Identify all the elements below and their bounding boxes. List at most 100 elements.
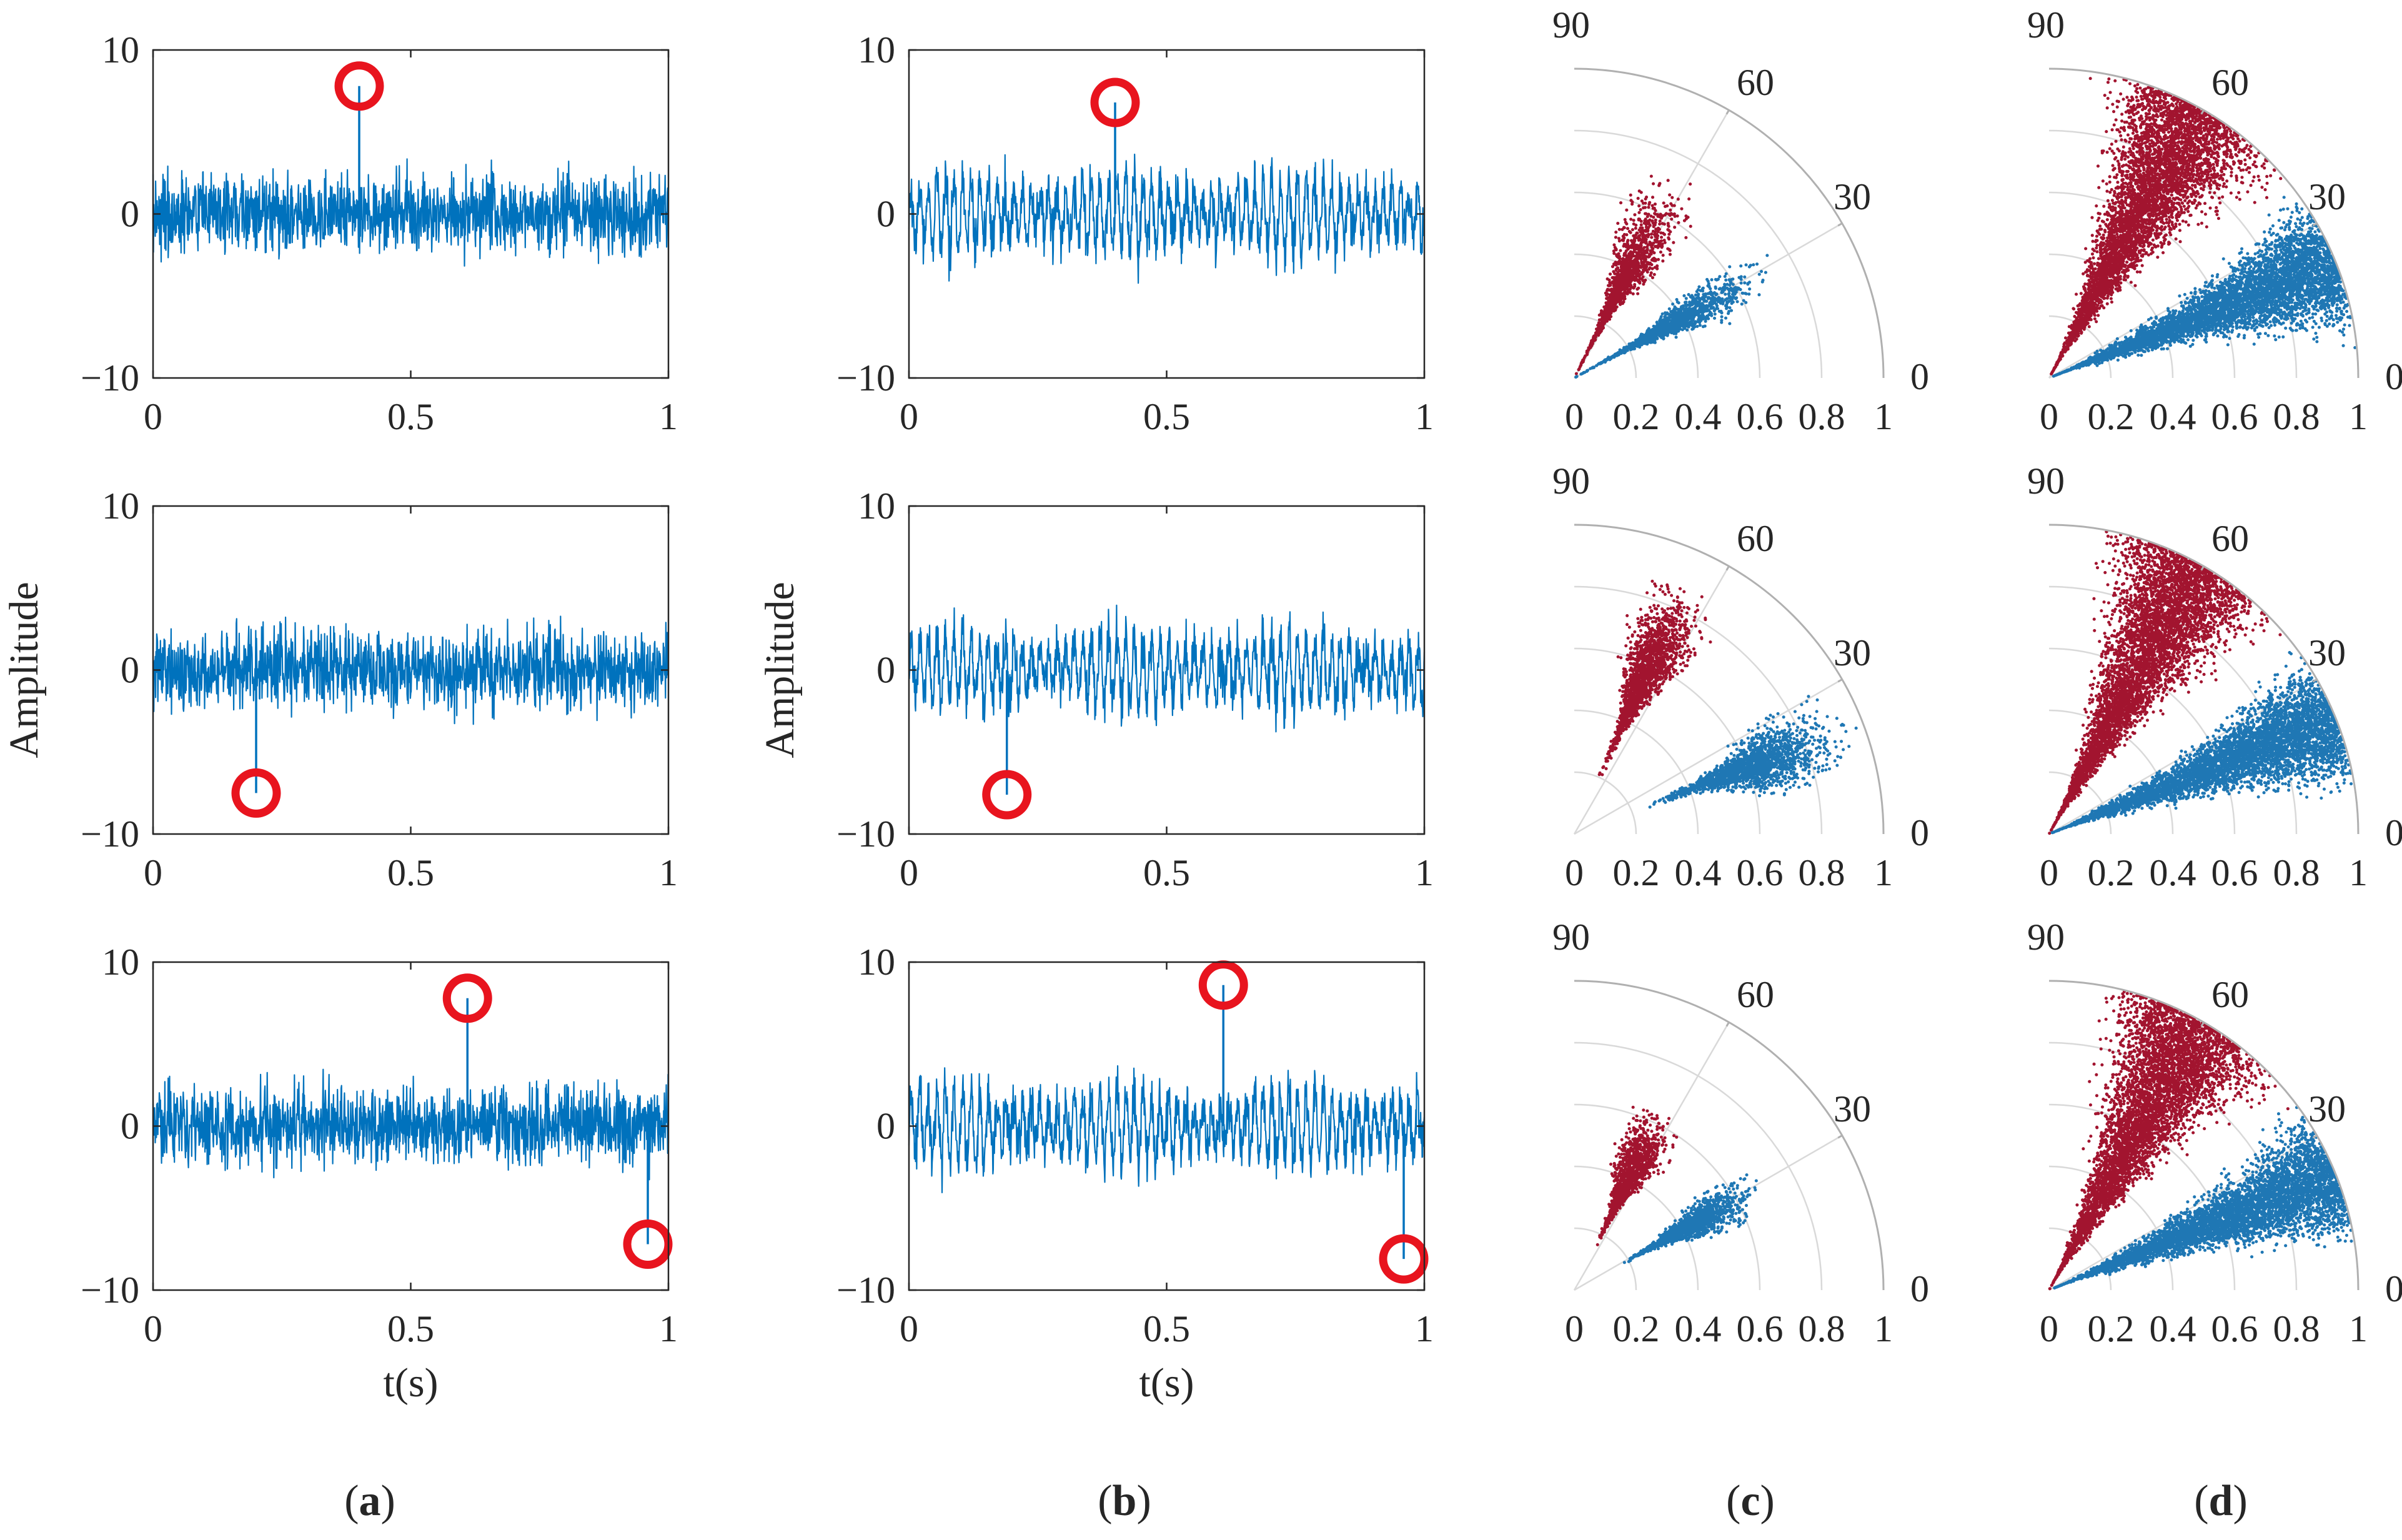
x-tick-label: 1 xyxy=(659,1308,678,1349)
r-tick-label: 0.2 xyxy=(1613,1308,1660,1349)
y-tick-label: 0 xyxy=(121,650,139,691)
theta-tick-label: 90 xyxy=(1552,917,1590,958)
polar-grid-arc xyxy=(2048,647,2236,835)
impulse-marker xyxy=(442,973,492,1023)
r-tick-label: 0 xyxy=(2040,396,2058,437)
y-tick-label: −10 xyxy=(81,357,139,399)
r-tick-label: 0.6 xyxy=(1737,852,1784,893)
impulse-marker xyxy=(231,768,281,818)
y-tick-label: −10 xyxy=(836,813,895,855)
r-tick-label: 0.8 xyxy=(2273,1308,2320,1349)
polar-grid-arc xyxy=(1574,253,1699,379)
theta-tick-label: 0 xyxy=(1910,1268,1929,1309)
y-axis-label: Amplitude xyxy=(757,582,803,758)
polar-grid-arc xyxy=(2048,709,2174,835)
theta-tick-label: 0 xyxy=(1910,356,1929,397)
theta-tick-label: 30 xyxy=(1834,632,1871,673)
panel-label-a: (a) xyxy=(344,1477,395,1525)
impulse-marker xyxy=(1090,77,1140,127)
theta-tick-label: 60 xyxy=(1737,974,1774,1015)
theta-tick-label: 60 xyxy=(2211,518,2249,559)
theta-tick-label: 90 xyxy=(2027,4,2065,46)
r-tick-label: 0.2 xyxy=(2088,396,2135,437)
polar-frame-tick xyxy=(2200,109,2205,115)
scatter-cluster-red xyxy=(2048,990,2290,1291)
r-tick-label: 0.6 xyxy=(2211,396,2258,437)
polar-grid-arc xyxy=(2048,585,2298,835)
x-tick-label: 1 xyxy=(659,396,678,437)
theta-tick-label: 60 xyxy=(1737,62,1774,103)
panel-label-d: (d) xyxy=(2194,1477,2248,1525)
x-tick-label: 0 xyxy=(900,852,918,893)
theta-tick-label: 30 xyxy=(2308,1088,2346,1130)
r-tick-label: 1 xyxy=(1874,852,1893,893)
impulse-marker xyxy=(1198,960,1248,1010)
polar-frame-arc xyxy=(1574,67,1885,379)
polar-grid-arc xyxy=(2048,253,2174,379)
r-tick-label: 0 xyxy=(1565,852,1584,893)
x-tick-label: 0.5 xyxy=(1143,1308,1190,1349)
x-tick-label: 0.5 xyxy=(387,396,434,437)
polar-grid-arc xyxy=(2048,191,2236,379)
theta-tick-label: 30 xyxy=(2308,176,2346,217)
theta-tick-label: 0 xyxy=(2385,356,2402,397)
r-tick-label: 0.4 xyxy=(2150,396,2196,437)
r-tick-label: 1 xyxy=(2349,396,2368,437)
signal-trace xyxy=(908,153,1426,284)
y-tick-label: 0 xyxy=(876,1106,895,1147)
r-tick-label: 0.6 xyxy=(2211,1308,2258,1349)
y-axis-label: Amplitude xyxy=(1,582,47,758)
x-tick-label: 1 xyxy=(1415,396,1434,437)
polar-grid-arc xyxy=(1574,1103,1761,1291)
r-tick-label: 0 xyxy=(1565,1308,1584,1349)
y-tick-label: 10 xyxy=(102,941,139,983)
plot-a1: 100−100 0.5 1 xyxy=(81,29,678,437)
polar-frame-tick xyxy=(2312,678,2318,683)
r-tick-label: 0.6 xyxy=(2211,852,2258,893)
polar-grid-arc xyxy=(1574,709,1699,835)
scatter-cluster-blue xyxy=(1648,695,1858,809)
r-tick-label: 1 xyxy=(1874,396,1893,437)
scatter-cluster-red xyxy=(1597,579,1712,777)
x-axis-label: t(s) xyxy=(1139,1360,1194,1406)
y-tick-label: 10 xyxy=(858,941,895,983)
r-tick-label: 0.8 xyxy=(2273,852,2320,893)
y-tick-label: −10 xyxy=(81,1269,139,1311)
y-tick-label: 0 xyxy=(876,194,895,235)
x-axis-label: t(s) xyxy=(384,1360,439,1406)
y-tick-label: 10 xyxy=(102,485,139,527)
signal-trace xyxy=(152,158,670,267)
polar-grid-arc xyxy=(1574,1165,1699,1291)
r-tick-label: 0.8 xyxy=(2273,396,2320,437)
polar-grid-arc xyxy=(2048,1041,2298,1291)
x-tick-label: 0.5 xyxy=(1143,396,1190,437)
plot-b3: 100−100 0.5 1t(s) xyxy=(836,941,1434,1406)
impulse-marker xyxy=(334,61,384,111)
r-tick-label: 0.8 xyxy=(1799,852,1845,893)
r-tick-label: 0.6 xyxy=(1737,396,1784,437)
polar-grid-arc xyxy=(2048,771,2112,835)
plot-a3: 100−100 0.5 1t(s) xyxy=(81,941,678,1406)
polar-frame-tick xyxy=(2312,222,2318,227)
polar-grid-arc xyxy=(2048,1103,2236,1291)
x-tick-label: 0.5 xyxy=(1143,852,1190,893)
theta-tick-label: 90 xyxy=(2027,917,2065,958)
plot-b1: 100−100 0.5 1 xyxy=(836,29,1434,437)
theta-tick-label: 0 xyxy=(1910,812,1929,853)
theta-tick-label: 30 xyxy=(1834,176,1871,217)
polar-grid-arc xyxy=(2048,1227,2112,1291)
polar-grid-arc xyxy=(1574,1041,1823,1291)
y-tick-label: −10 xyxy=(836,1269,895,1311)
r-tick-label: 0.8 xyxy=(1799,396,1845,437)
theta-tick-label: 90 xyxy=(1552,460,1590,502)
polar-frame-arc xyxy=(2048,524,2360,835)
y-tick-label: 10 xyxy=(858,485,895,527)
polar-frame-tick xyxy=(1837,222,1843,227)
theta-tick-label: 60 xyxy=(2211,974,2249,1015)
polar-frame-arc xyxy=(2048,980,2360,1291)
x-tick-label: 0.5 xyxy=(387,1308,434,1349)
r-tick-label: 0.4 xyxy=(1675,396,1722,437)
